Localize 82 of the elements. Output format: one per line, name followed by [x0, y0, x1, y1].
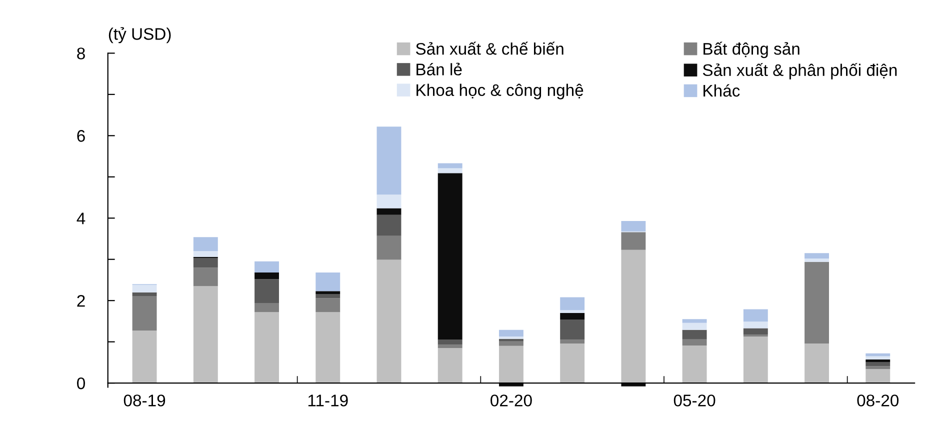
- bar: [560, 320, 585, 340]
- bar: [804, 262, 829, 344]
- bar: [866, 356, 890, 360]
- legend-label: Khoa học & công nghệ: [416, 84, 584, 100]
- bar: [376, 208, 402, 215]
- bar: [498, 336, 524, 339]
- bar: [316, 294, 340, 298]
- bar: [438, 348, 462, 384]
- legend-label: Sản xuất & phân phối điện: [702, 63, 897, 80]
- bar: [376, 236, 402, 260]
- bar: [438, 173, 462, 340]
- x-tick-label: 08-20: [857, 394, 899, 406]
- bar: [682, 322, 707, 330]
- legend-label: Bất động sản: [704, 42, 800, 58]
- bar: [682, 319, 707, 323]
- x-tick-label: 02-20: [490, 394, 532, 406]
- bar: [560, 340, 585, 344]
- bar: [804, 253, 829, 259]
- bar: [743, 309, 768, 322]
- bar: [193, 268, 218, 286]
- x-tick-label: 08-19: [124, 394, 166, 406]
- bar: [804, 343, 829, 384]
- bar: [682, 330, 707, 340]
- bar: [254, 261, 279, 273]
- bar: [560, 312, 585, 320]
- bar: [560, 343, 585, 384]
- bar: [376, 260, 402, 384]
- bar: [254, 303, 279, 312]
- bar: [560, 310, 585, 313]
- bar: [376, 126, 402, 195]
- bar: [866, 366, 890, 370]
- bar: [498, 341, 524, 346]
- x-tick-label: 05-20: [674, 394, 716, 406]
- bar: [193, 258, 218, 268]
- y-tick-label: 6: [77, 130, 85, 142]
- bar: [438, 163, 462, 168]
- bar: [132, 330, 157, 384]
- bar: [743, 322, 768, 328]
- bar: [193, 286, 218, 384]
- y-tick-label: 8: [77, 48, 85, 60]
- bar: [316, 272, 340, 292]
- legend-label: Bán lẻ: [416, 62, 462, 76]
- bar: [316, 298, 340, 312]
- bar: [132, 284, 157, 292]
- bar: [621, 250, 646, 384]
- y-axis-title: (tỷ USD): [108, 27, 171, 44]
- y-tick-label: 0: [77, 377, 85, 390]
- bar: [560, 297, 585, 310]
- bar: [376, 214, 402, 236]
- bar: [438, 168, 462, 174]
- y-tick-label: 2: [77, 294, 85, 307]
- bar: [866, 362, 890, 366]
- bar: [682, 339, 707, 346]
- legend-label: Sản xuất & chế biến: [416, 42, 564, 55]
- bar: [193, 251, 218, 257]
- bar: [254, 312, 279, 384]
- legend-label: Khác: [704, 84, 740, 97]
- bar: [438, 340, 462, 345]
- bar: [438, 344, 462, 348]
- bar: [254, 279, 279, 304]
- bar: [682, 346, 707, 384]
- bar: [254, 272, 279, 280]
- bar: [866, 369, 890, 384]
- bar: [498, 330, 524, 336]
- bar: [193, 237, 218, 252]
- bar: [621, 383, 646, 386]
- bar: [621, 232, 646, 250]
- bar: [804, 258, 829, 262]
- bar: [376, 194, 402, 208]
- bar: [621, 221, 646, 232]
- bar: [132, 296, 157, 331]
- bar: [316, 291, 340, 294]
- bar: [498, 338, 524, 342]
- x-tick-label: 11-19: [308, 394, 348, 406]
- bar: [316, 312, 340, 384]
- bar: [498, 383, 524, 386]
- bar: [132, 292, 157, 296]
- bar: [498, 346, 524, 384]
- bar: [743, 336, 768, 384]
- bar: [743, 328, 768, 335]
- bar: [866, 360, 890, 362]
- y-tick-label: 4: [76, 212, 86, 224]
